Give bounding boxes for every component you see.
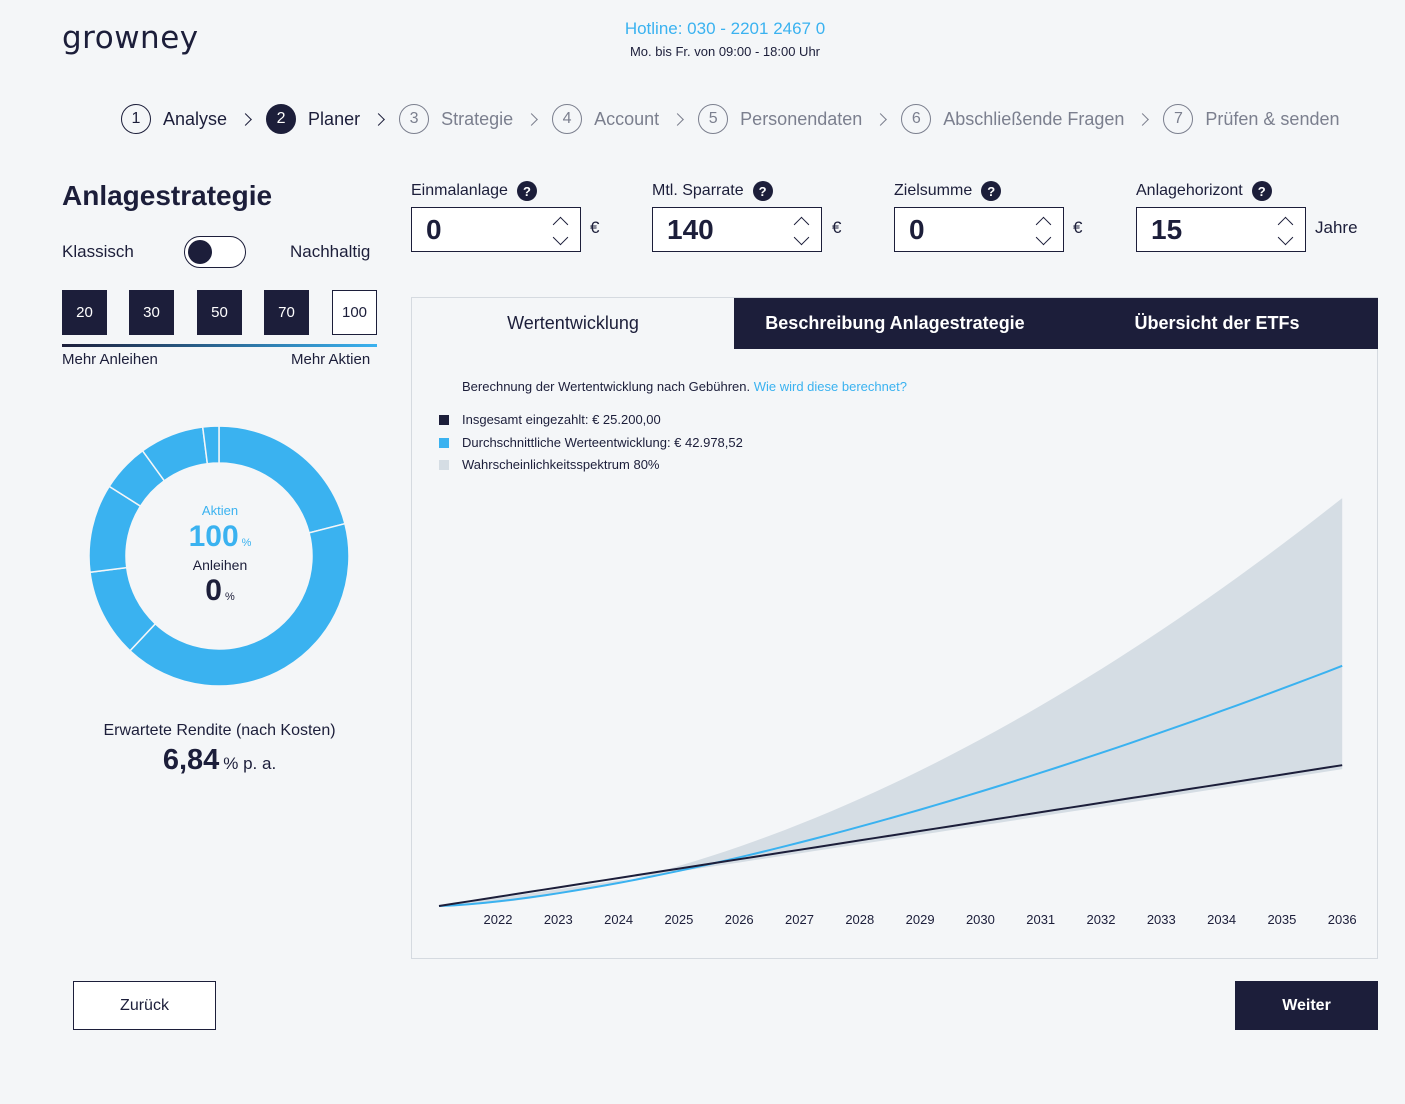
- x-tick-label: 2022: [484, 912, 513, 927]
- stepper-arrows-icon[interactable]: [791, 212, 813, 248]
- donut-segment: [201, 425, 220, 465]
- einmalanlage-unit: €: [590, 218, 600, 237]
- tab-beschreibung[interactable]: Beschreibung Anlagestrategie: [734, 298, 1056, 349]
- risk-option-20[interactable]: 20: [62, 290, 107, 335]
- step-planer[interactable]: 2 Planer: [266, 104, 360, 134]
- value-development-chart: 2022 2023 2024 2025 2026 2027 2028 2029 2030 2031…: [438, 498, 1357, 927]
- step-analyse[interactable]: 1 Analyse: [121, 104, 227, 134]
- probability-band: [439, 498, 1343, 906]
- x-tick-label: 2031: [1026, 912, 1055, 927]
- calc-info-link[interactable]: Wie wird diese berechnet?: [753, 379, 907, 394]
- legend-spectrum: Wahrscheinlichkeitsspektrum 80%: [439, 457, 659, 472]
- x-tick-label: 2027: [785, 912, 814, 927]
- hotline[interactable]: Hotline: 030 - 2201 2467 0: [624, 19, 826, 38]
- zielsumme-unit: €: [1073, 218, 1083, 237]
- risk-option-50[interactable]: 50: [197, 290, 242, 335]
- step-pruefen: 7 Prüfen & senden: [1163, 104, 1340, 134]
- x-tick-label: 2035: [1267, 912, 1296, 927]
- donut-segment: [128, 522, 350, 687]
- tab-wertentwicklung[interactable]: Wertentwicklung: [412, 298, 734, 349]
- risk-option-70[interactable]: 70: [264, 290, 309, 335]
- step-fragen: 6 Abschließende Fragen: [901, 104, 1124, 134]
- x-tick-label: 2033: [1147, 912, 1176, 927]
- progress-stepper: 1 Analyse 2 Planer 3 Strategie 4 Account 5 Pe…: [121, 103, 1340, 135]
- legend-paid-in: Insgesamt eingezahlt: € 25.200,00: [439, 412, 661, 427]
- stepper-arrows-icon[interactable]: [1033, 212, 1055, 248]
- sustainability-toggle[interactable]: [184, 236, 246, 268]
- chevron-right-icon: [239, 112, 252, 126]
- toggle-label-nachhaltig: Nachhaltig: [290, 242, 371, 261]
- einmalanlage-input[interactable]: 0: [411, 207, 581, 252]
- strategy-title: Anlagestrategie: [62, 180, 273, 211]
- bonds-label: Anleihen: [192, 557, 248, 573]
- anlagehorizont-input[interactable]: 15: [1136, 207, 1306, 252]
- chart-panel: Wertentwicklung Beschreibung Anlagestrat…: [411, 297, 1378, 959]
- legend-swatch: [439, 459, 449, 470]
- hotline-hours: Mo. bis Fr. von 09:00 - 18:00 Uhr: [629, 44, 821, 59]
- risk-option-100[interactable]: 100: [332, 290, 377, 335]
- anlagehorizont-label: Anlagehorizont?: [1136, 181, 1272, 201]
- tab-etfs[interactable]: Übersicht der ETFs: [1056, 298, 1378, 349]
- chevron-right-icon: [525, 112, 538, 126]
- risk-option-30[interactable]: 30: [129, 290, 174, 335]
- x-tick-label: 2023: [544, 912, 573, 927]
- legend-average: Durchschnittliche Werteentwicklung: € 42…: [439, 435, 743, 450]
- stepper-arrows-icon[interactable]: [1275, 212, 1297, 248]
- anlagehorizont-unit: Jahre: [1315, 218, 1358, 237]
- allocation-donut-chart: [88, 425, 350, 687]
- risk-gradient-bar: [62, 344, 377, 347]
- paid-in-line: [438, 764, 1343, 907]
- x-tick-label: 2024: [604, 912, 633, 927]
- chevron-right-icon: [372, 112, 385, 126]
- toggle-label-klassisch: Klassisch: [62, 242, 134, 261]
- more-stocks-label: Mehr Aktien: [291, 351, 371, 368]
- step-personendaten: 5 Personendaten: [698, 104, 862, 134]
- chevron-right-icon: [1136, 112, 1150, 126]
- x-tick-label: 2036: [1328, 912, 1357, 927]
- einmalanlage-label: Einmalanlage?: [411, 181, 537, 201]
- sparrate-unit: €: [832, 218, 842, 237]
- chevron-right-icon: [874, 112, 888, 126]
- step-strategie: 3 Strategie: [399, 104, 513, 134]
- legend-swatch: [439, 414, 449, 425]
- stocks-percent: 100%: [188, 520, 252, 553]
- zielsumme-label: Zielsumme?: [894, 181, 1002, 201]
- x-tick-label: 2028: [845, 912, 874, 927]
- next-button[interactable]: Weiter: [1235, 981, 1378, 1030]
- x-tick-label: 2032: [1087, 912, 1116, 927]
- x-tick-label: 2026: [725, 912, 754, 927]
- bonds-percent: 0%: [205, 574, 235, 607]
- legend-swatch: [439, 437, 449, 448]
- x-tick-label: 2030: [966, 912, 995, 927]
- toggle-knob: [188, 240, 212, 264]
- expected-return-label: Erwartete Rendite (nach Kosten): [103, 722, 336, 739]
- x-tick-label: 2034: [1207, 912, 1236, 927]
- stocks-label: Aktien: [201, 503, 239, 518]
- growney-logo[interactable]: growney: [62, 20, 199, 56]
- step-account: 4 Account: [552, 104, 659, 134]
- x-tick-label: 2029: [906, 912, 935, 927]
- chart-caption: Berechnung der Wertentwicklung nach Gebü…: [462, 379, 907, 394]
- expected-return-value: 6,84% p. a.: [162, 744, 277, 776]
- stepper-arrows-icon[interactable]: [550, 212, 572, 248]
- back-button[interactable]: Zurück: [73, 981, 216, 1030]
- chevron-right-icon: [671, 112, 685, 126]
- more-bonds-label: Mehr Anleihen: [62, 351, 158, 368]
- help-icon[interactable]: ?: [981, 181, 1002, 201]
- help-icon[interactable]: ?: [1251, 181, 1272, 201]
- help-icon[interactable]: ?: [752, 181, 773, 201]
- sparrate-input[interactable]: 140: [652, 207, 822, 252]
- zielsumme-input[interactable]: 0: [894, 207, 1064, 252]
- sparrate-label: Mtl. Sparrate?: [652, 181, 773, 201]
- x-tick-label: 2025: [664, 912, 693, 927]
- help-icon[interactable]: ?: [516, 181, 537, 201]
- average-line: [438, 664, 1343, 907]
